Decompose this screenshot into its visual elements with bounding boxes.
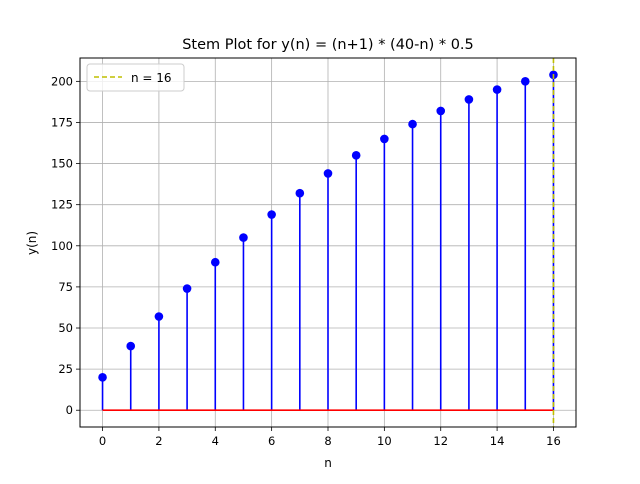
stem-marker [323, 169, 333, 178]
y-tick-label: 100 [51, 239, 73, 253]
y-tick-label: 50 [58, 321, 73, 335]
stem-marker [126, 341, 136, 351]
x-tick-label: 16 [546, 434, 561, 448]
stem-marker [351, 151, 361, 160]
y-tick-label: 0 [66, 403, 73, 417]
stem-marker [154, 312, 164, 321]
ticks: 0 2 4 6 8 10 12 14 16 0 25 50 75 100 125 150 175 200 [51, 74, 561, 448]
stem-marker [210, 257, 220, 267]
x-tick-label: 0 [99, 434, 106, 448]
stem-marker [182, 284, 192, 293]
y-axis-label: y(n) [25, 231, 39, 255]
plot-area [98, 58, 558, 427]
stem-marker [436, 106, 446, 116]
y-tick-label: 75 [58, 280, 73, 294]
x-tick-label: 12 [433, 434, 448, 448]
x-tick-label: 4 [212, 434, 219, 448]
stem-marker [98, 373, 107, 382]
legend-label: n = 16 [131, 71, 172, 85]
x-tick-label: 14 [490, 434, 505, 448]
x-tick-label: 8 [324, 434, 331, 448]
stem-marker [380, 134, 389, 144]
stem-marker [408, 119, 417, 129]
stem-marker [520, 77, 530, 86]
y-tick-label: 150 [51, 157, 73, 171]
x-axis-label: n [324, 456, 332, 470]
stem-marker [267, 210, 276, 219]
stem-marker [464, 95, 474, 104]
y-tick-label: 25 [58, 362, 73, 376]
legend-box [86, 63, 185, 92]
chart-title: Stem Plot for y(n) = (n+1) * (40-n) * 0.… [182, 37, 474, 53]
stem-marker [239, 233, 248, 242]
legend: n = 16 [86, 63, 185, 92]
y-tick-label: 125 [51, 198, 73, 212]
y-tick-label: 175 [51, 115, 73, 129]
x-tick-label: 2 [155, 434, 162, 448]
x-tick-label: 6 [268, 434, 275, 448]
y-tick-label: 200 [51, 74, 73, 88]
x-tick-label: 10 [377, 434, 392, 448]
stem-marker [492, 85, 502, 94]
stem-marker [295, 188, 305, 198]
